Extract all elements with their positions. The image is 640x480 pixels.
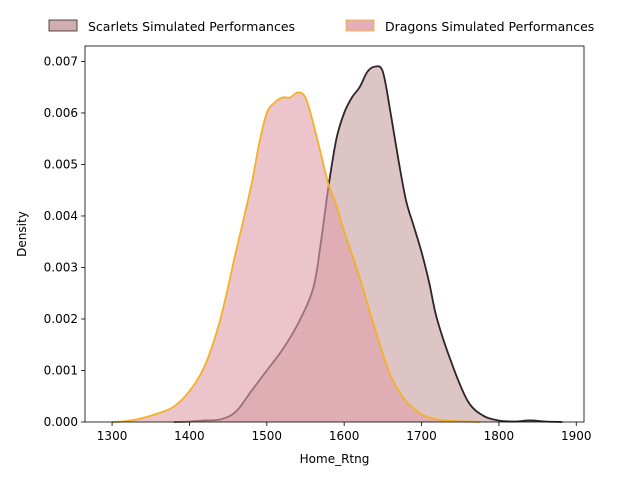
x-tick-label: 1900 <box>561 429 592 443</box>
x-tick-label: 1600 <box>329 429 360 443</box>
y-tick-label: 0.002 <box>44 312 78 326</box>
y-axis-label: Density <box>15 211 29 257</box>
series-1-line <box>112 91 480 423</box>
series-0-area <box>173 66 563 422</box>
x-tick-label: 1800 <box>484 429 515 443</box>
x-axis: 1300 1400 1500 1600 1700 1800 1900 <box>97 422 592 443</box>
series-1-area <box>112 92 480 423</box>
x-tick-label: 1700 <box>406 429 437 443</box>
series-layer <box>112 65 563 423</box>
y-tick-label: 0.003 <box>44 260 78 274</box>
y-axis: 0.000 0.001 0.002 0.003 0.004 0.005 0.006 0.007 <box>44 54 85 429</box>
y-tick-label: 0.005 <box>44 157 78 171</box>
legend-swatch-1 <box>345 19 375 32</box>
y-tick-label: 0.004 <box>44 209 78 223</box>
legend-label-1: Dragons Simulated Performances <box>385 19 594 34</box>
legend: Scarlets Simulated Performances Dragons S… <box>48 19 594 34</box>
y-tick-label: 0.001 <box>44 363 78 377</box>
y-tick-label: 0.006 <box>44 106 78 120</box>
x-tick-label: 1500 <box>252 429 283 443</box>
legend-label-0: Scarlets Simulated Performances <box>88 19 295 34</box>
x-axis-label: Home_Rtng <box>300 452 370 466</box>
plot-frame <box>84 45 585 423</box>
x-tick-label: 1300 <box>97 429 128 443</box>
legend-swatch-0 <box>48 19 78 32</box>
x-tick-label: 1400 <box>174 429 205 443</box>
y-tick-label: 0.000 <box>44 415 78 429</box>
y-tick-label: 0.007 <box>44 54 78 68</box>
